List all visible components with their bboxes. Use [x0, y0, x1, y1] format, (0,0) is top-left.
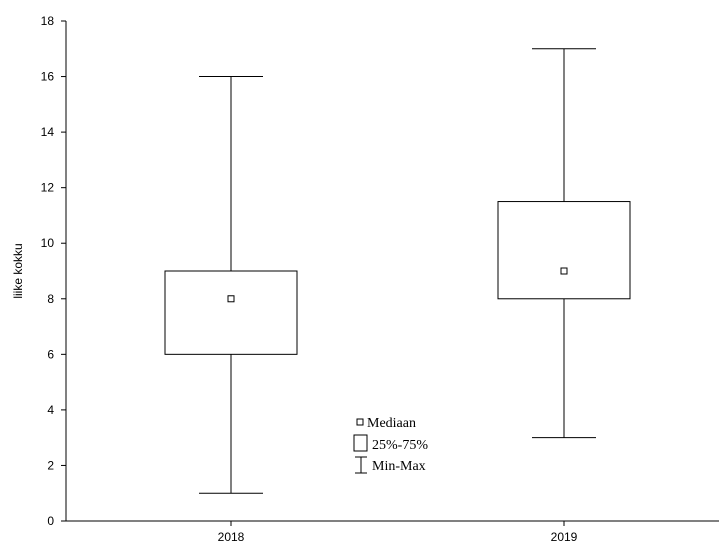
iqr-box [164, 270, 298, 355]
legend: Mediaan 25%-75% Min-Max [353, 416, 428, 474]
y-axis-title: liike kokku [11, 243, 25, 298]
axes [65, 21, 719, 522]
iqr-box [497, 201, 631, 300]
y-tick-label: 12 [41, 181, 55, 195]
y-tick-label: 2 [47, 458, 54, 472]
median-marker [227, 295, 235, 303]
y-tick-label: 0 [47, 514, 54, 528]
legend-whisker-label: Min-Max [372, 459, 426, 474]
legend-box-symbol [353, 434, 368, 452]
x-tick-label: 2018 [218, 530, 245, 544]
y-tick-label: 6 [47, 347, 54, 361]
legend-median-label: Mediaan [367, 416, 416, 431]
y-tick-label: 18 [41, 14, 55, 28]
median-marker [560, 267, 568, 275]
box-2018 [164, 76, 298, 494]
y-axis-ticks: 0 2 4 6 8 10 12 14 16 18 [41, 14, 66, 528]
boxes [164, 48, 631, 494]
legend-median-symbol [356, 418, 364, 426]
y-tick-label: 14 [41, 125, 55, 139]
y-tick-label: 10 [41, 236, 55, 250]
box-2019 [497, 48, 631, 439]
x-axis-ticks: 2018 2019 [218, 521, 578, 544]
legend-box-label: 25%-75% [372, 438, 428, 453]
x-tick-label: 2019 [551, 530, 578, 544]
y-tick-label: 16 [41, 70, 55, 84]
y-tick-label: 8 [47, 292, 54, 306]
y-tick-label: 4 [47, 403, 54, 417]
